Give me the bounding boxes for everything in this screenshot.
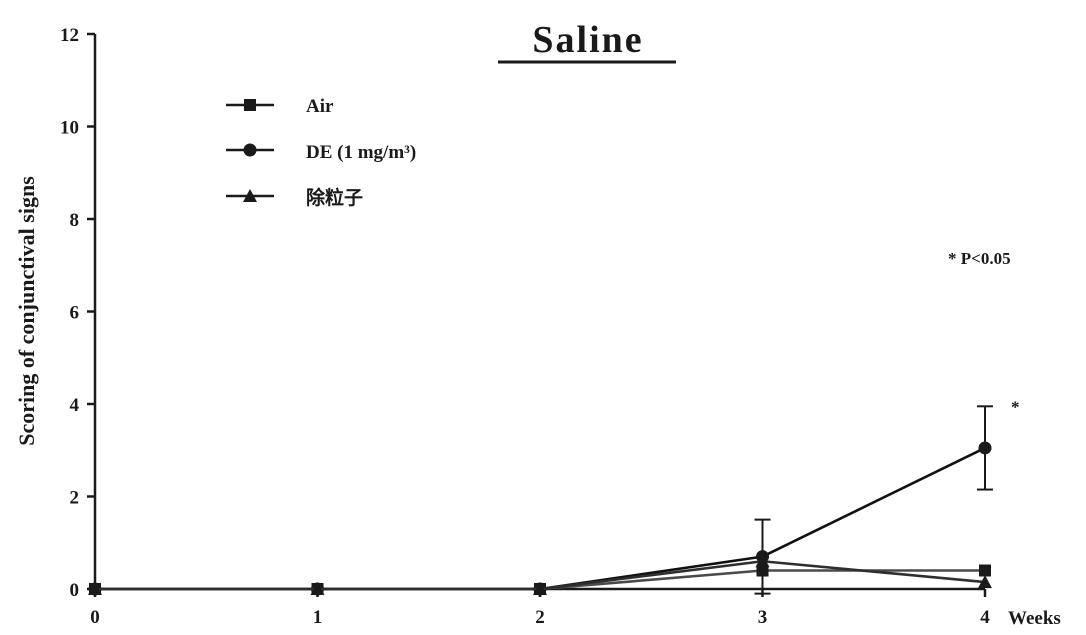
data-point-circle	[978, 441, 992, 455]
significance-note: * P<0.05	[948, 249, 1011, 268]
chart-title: Saline	[532, 19, 643, 61]
legend-label-air: Air	[306, 96, 334, 117]
data-point-triangle	[533, 582, 547, 595]
y-tick-label: 8	[70, 210, 80, 231]
triangle-marker-icon	[243, 189, 257, 202]
x-tick-label: 4	[980, 607, 990, 628]
legend-label-particle-removed: 除粒子	[306, 186, 363, 209]
data-point-triangle	[310, 582, 325, 595]
legend-item-de: DE (1 mg/m³)	[226, 142, 416, 163]
legend: Air DE (1 mg/m³) 除粒子	[226, 96, 416, 209]
y-tick-label: 10	[60, 118, 79, 139]
x-tick-label: 2	[535, 607, 545, 628]
x-tick-label: 3	[758, 607, 768, 628]
series-triangle	[88, 554, 992, 595]
x-tick-label: 1	[313, 607, 323, 628]
circle-marker-icon	[243, 143, 257, 157]
legend-item-air: Air	[226, 96, 334, 117]
legend-label-de: DE (1 mg/m³)	[306, 142, 416, 163]
legend-item-particle-removed: 除粒子	[226, 186, 363, 209]
y-tick-label: 12	[60, 25, 79, 46]
data-point-triangle	[755, 554, 770, 568]
y-tick-label: 2	[70, 488, 80, 509]
significance-asterisk: *	[1011, 397, 1020, 416]
data-point-triangle	[978, 575, 992, 589]
data-point-square	[979, 564, 991, 577]
y-axis-label: Scoring of conjunctival signs	[14, 176, 39, 446]
x-axis-label: Weeks	[1008, 608, 1061, 629]
y-tick-label: 0	[70, 580, 80, 601]
square-marker-icon	[244, 99, 256, 111]
x-tick-label: 0	[90, 607, 100, 628]
series-circle	[88, 405, 993, 596]
annotation-layer: *	[1011, 397, 1020, 416]
data-point-triangle	[88, 582, 102, 595]
series-layer	[88, 405, 993, 596]
series-line	[95, 446, 986, 591]
y-tick-label: 4	[70, 395, 80, 416]
y-tick-label: 6	[70, 303, 80, 324]
